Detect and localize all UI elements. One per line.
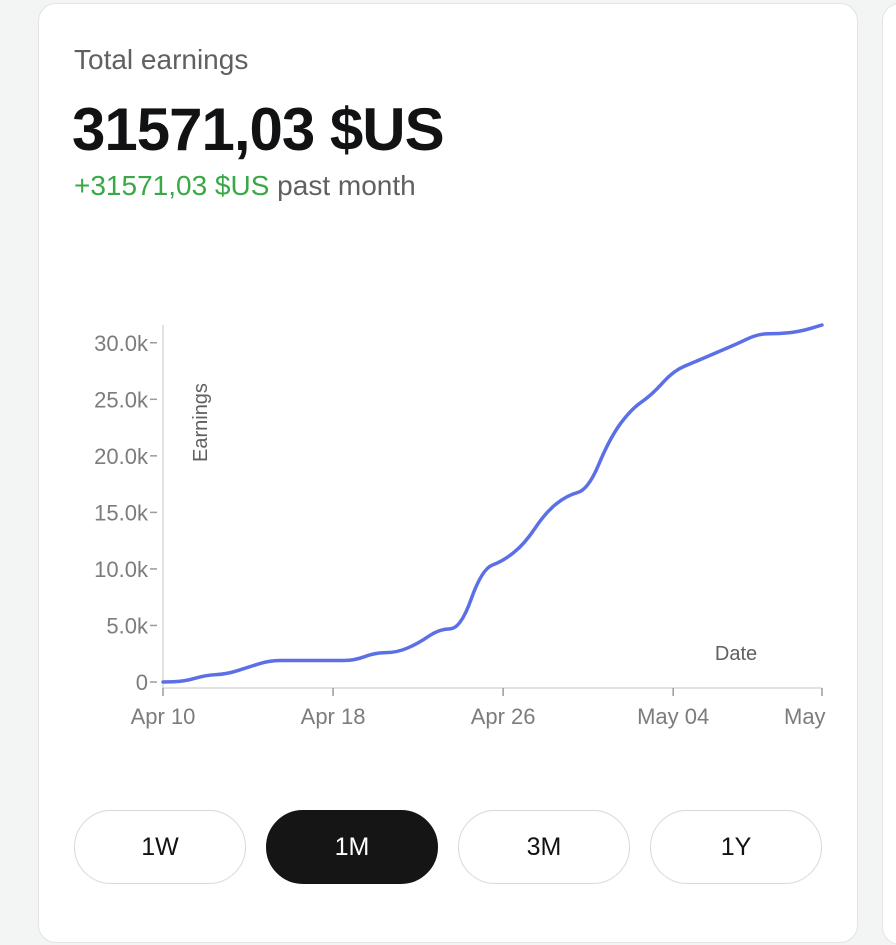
earnings-card	[38, 3, 858, 943]
x-tick-label: Apr 26	[471, 704, 536, 729]
y-tick-label: 25.0k	[94, 387, 149, 412]
total-earnings-value: 31571,03 $US	[72, 96, 445, 163]
x-axis-title: Date	[715, 643, 757, 665]
y-tick-label: 0	[136, 670, 148, 695]
y-axis-title: Earnings	[190, 383, 212, 462]
y-tick-label: 30.0k	[94, 331, 149, 356]
y-tick-label: 20.0k	[94, 444, 149, 469]
x-tick-label: Apr 10	[131, 704, 196, 729]
total-earnings-label: Total earnings	[74, 44, 249, 75]
y-tick-label: 15.0k	[94, 500, 149, 525]
y-axis: 0 5.0k 10.0k 15.0k 20.0k 25.0k 30.0k	[94, 325, 164, 695]
earnings-line	[161, 323, 824, 684]
earnings-change-period: past month	[277, 170, 416, 201]
timeframe-button-3m[interactable]: 3M	[458, 810, 630, 884]
y-tick-label: 10.0k	[94, 557, 149, 582]
x-tick-label: May 04	[637, 704, 709, 729]
x-axis: Apr 10 Apr 18 Apr 26 May 04 May	[131, 687, 826, 729]
timeframe-button-1y[interactable]: 1Y	[650, 810, 822, 884]
x-tick-label: May	[784, 704, 826, 729]
earnings-change-value: +31571,03 $US	[74, 170, 270, 201]
x-tick-label: Apr 18	[301, 704, 366, 729]
timeframe-button-1m[interactable]: 1M	[266, 810, 438, 884]
y-tick-label: 5.0k	[106, 613, 149, 638]
earnings-change: +31571,03 $US past month	[74, 170, 416, 202]
timeframe-button-1w[interactable]: 1W	[74, 810, 246, 884]
